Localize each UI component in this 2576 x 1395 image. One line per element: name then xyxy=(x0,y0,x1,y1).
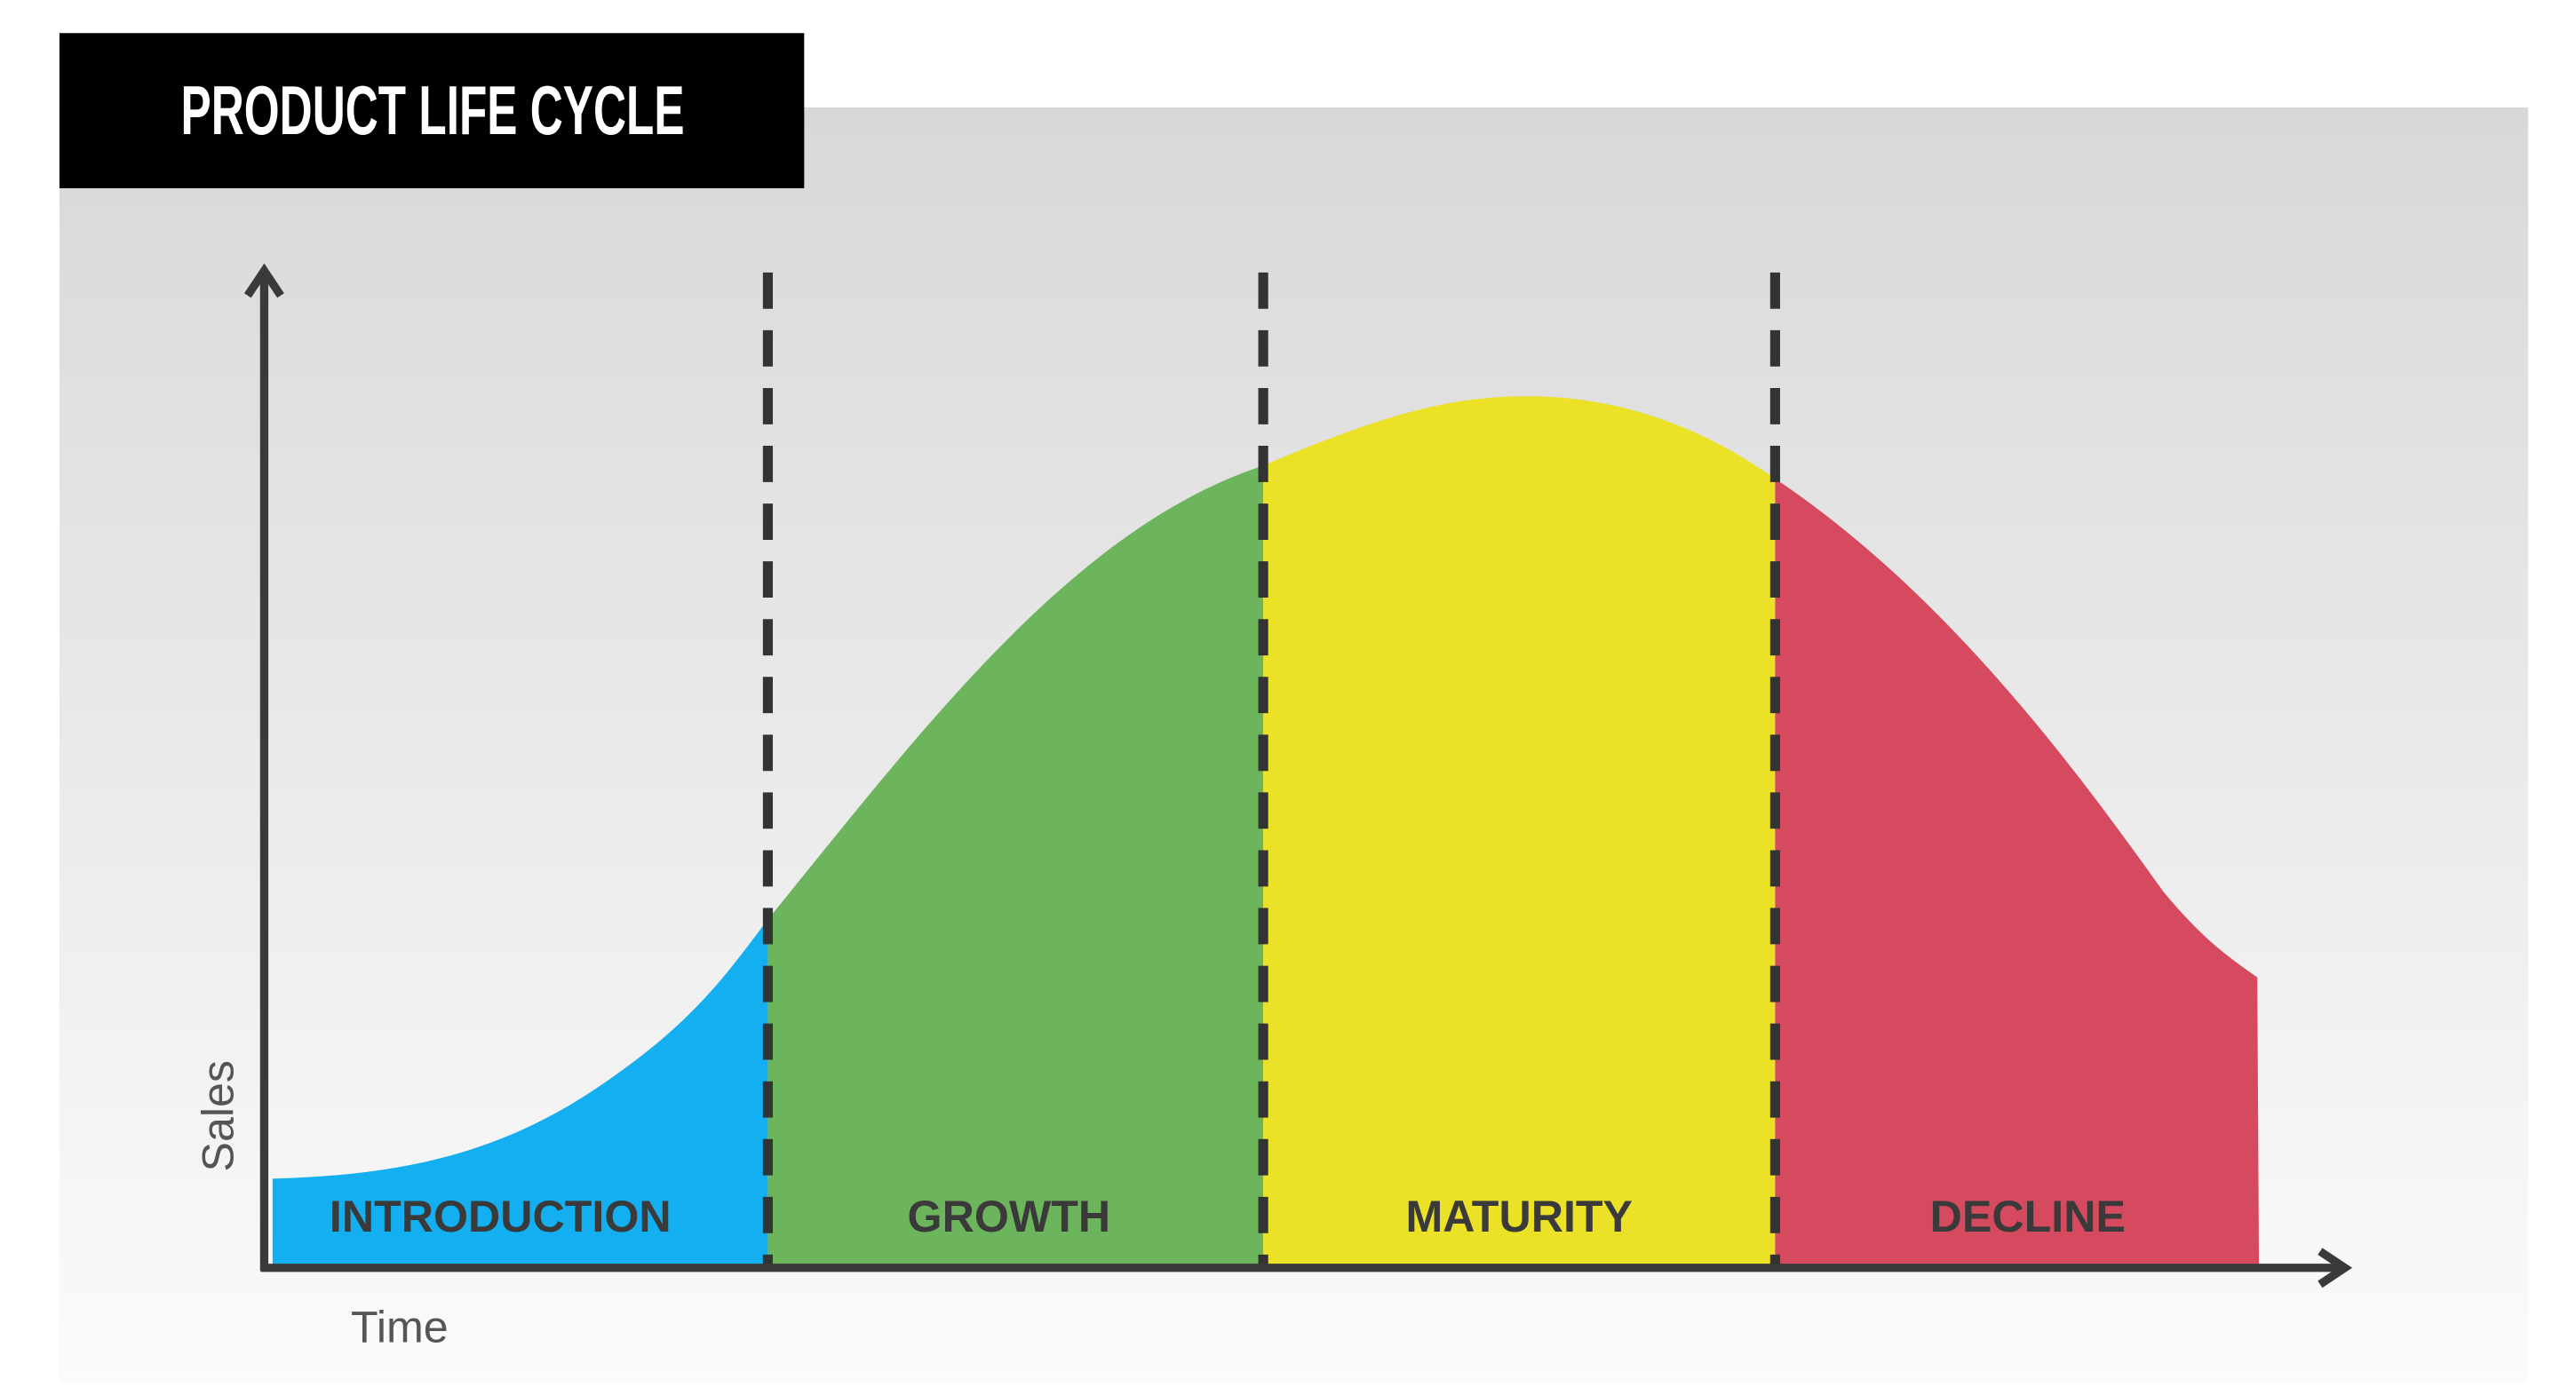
stage-dividers xyxy=(762,272,1780,1268)
x-axis-label: Time xyxy=(351,1303,449,1352)
title-box xyxy=(59,33,805,189)
title: PRODUCT LIFE CYCLE xyxy=(181,71,685,149)
maturity-area xyxy=(1263,396,1776,1268)
stage-label: DECLINE xyxy=(1930,1192,2126,1241)
stage-label: MATURITY xyxy=(1405,1192,1633,1241)
stage-label: GROWTH xyxy=(908,1192,1111,1241)
y-axis-label: Sales xyxy=(193,1060,242,1172)
stage-label: INTRODUCTION xyxy=(330,1192,672,1241)
